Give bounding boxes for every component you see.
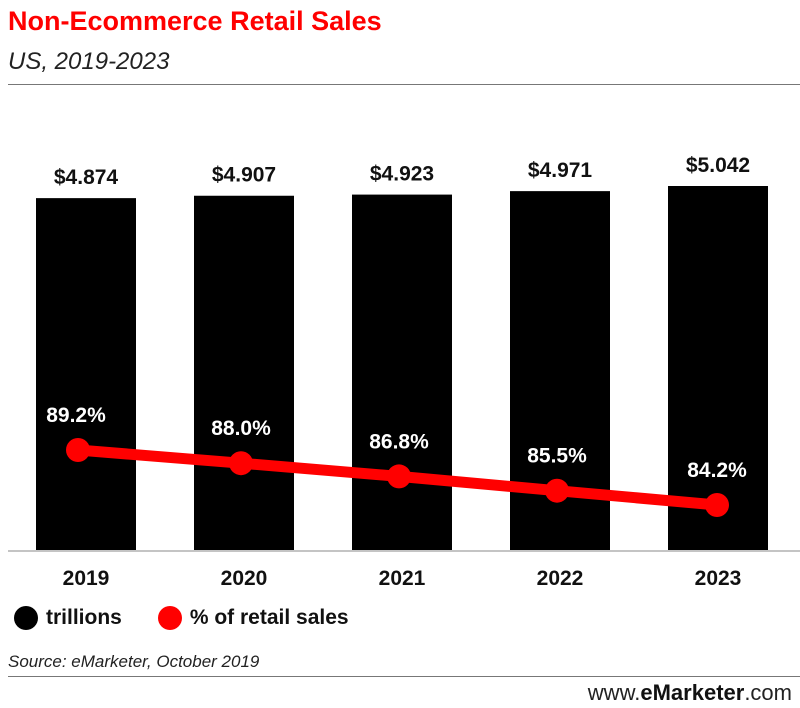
legend-label-trillions: trillions [46, 606, 122, 629]
brand-suffix: .com [744, 680, 792, 705]
bar [668, 186, 768, 550]
chart-subtitle: US, 2019-2023 [8, 48, 170, 75]
brand-prefix: www. [587, 680, 641, 705]
x-tick-label: 2020 [221, 567, 268, 590]
bar [352, 194, 452, 550]
percent-point [705, 493, 729, 517]
chart-canvas: $4.874 2019 $4.907 2020 $4.923 2021 $4.971 2022… [8, 154, 800, 590]
legend-swatch-trillions [14, 606, 38, 630]
footer-divider [8, 676, 800, 677]
percent-value-label: 84.2% [687, 459, 747, 482]
legend: trillions % of retail sales [14, 606, 385, 630]
percent-value-label: 86.8% [369, 430, 429, 453]
percent-value-label: 89.2% [46, 404, 106, 427]
bar-value-label: $4.874 [54, 166, 119, 189]
percent-point [387, 464, 411, 489]
percent-value-label: 85.5% [527, 445, 587, 468]
legend-swatch-retail-share [157, 606, 182, 630]
legend-item-trillions: trillions [14, 606, 122, 630]
x-tick-label: 2019 [63, 567, 110, 590]
bar-value-label: $4.971 [528, 159, 593, 182]
header-divider [8, 84, 800, 85]
bar-value-label: $4.923 [370, 163, 434, 186]
brand-link[interactable]: www.eMarketer.com [588, 680, 792, 706]
source-note: Source: eMarketer, October 2019 [8, 652, 260, 671]
percent-point [545, 478, 569, 503]
x-tick-label: 2021 [379, 567, 426, 590]
x-tick-label: 2022 [537, 567, 584, 590]
percent-value-label: 88.0% [211, 417, 271, 440]
bar [36, 198, 136, 550]
bar-value-label: $4.907 [212, 164, 276, 187]
brand-name: eMarketer [640, 680, 745, 705]
bar [194, 195, 294, 550]
bar-value-label: $5.042 [686, 154, 750, 177]
legend-item-retail-share: % of retail sales [157, 606, 349, 630]
percent-point [66, 438, 90, 462]
x-tick-label: 2023 [695, 567, 742, 590]
chart-title: Non-Ecommerce Retail Sales [8, 6, 382, 36]
legend-label-retail-share: % of retail sales [189, 606, 349, 629]
percent-point [229, 451, 253, 476]
